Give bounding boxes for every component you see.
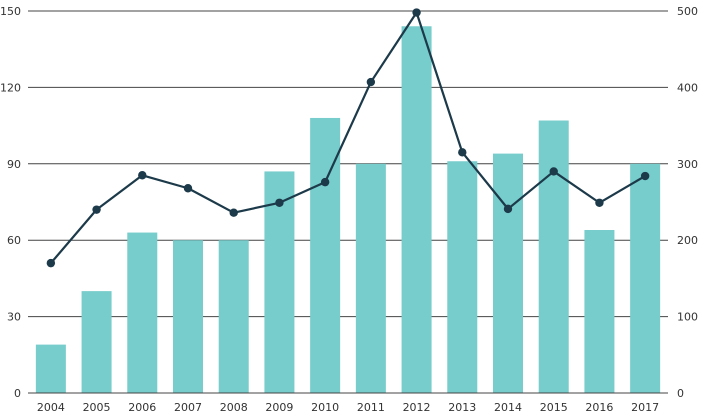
y2-tick-label: 400 (677, 81, 698, 94)
y-tick-label: 90 (7, 158, 21, 171)
y2-tick-label: 0 (677, 387, 684, 400)
line-point (46, 258, 56, 268)
bar (81, 291, 112, 393)
y2-tick-label: 200 (677, 234, 698, 247)
line-point (412, 8, 421, 17)
x-tick-label: 2009 (265, 401, 293, 414)
line-point (503, 204, 513, 214)
line-point (229, 208, 238, 217)
y-tick-label: 60 (7, 234, 21, 247)
bar (447, 161, 478, 393)
line-point (640, 171, 650, 181)
bar (218, 240, 249, 393)
bar (355, 163, 386, 393)
bar (127, 232, 158, 393)
bar (493, 153, 523, 393)
x-tick-label: 2014 (494, 401, 522, 414)
series-line (50, 11, 646, 264)
line-point (595, 198, 604, 207)
x-tick-label: 2015 (540, 401, 568, 414)
line-point (183, 184, 193, 193)
x-tick-label: 2006 (128, 401, 156, 414)
y-tick-label: 150 (0, 5, 21, 18)
bar (630, 163, 661, 393)
line-point (320, 177, 330, 187)
x-tick-label: 2008 (220, 401, 248, 414)
bar (310, 117, 341, 394)
y-tick-label: 0 (14, 387, 21, 400)
x-tick-label: 2017 (631, 401, 659, 414)
x-tick-label: 2013 (448, 401, 476, 414)
x-tick-label: 2012 (403, 401, 431, 414)
bar (173, 240, 203, 393)
line-point (549, 167, 558, 176)
x-tick-label: 2007 (174, 401, 202, 414)
x-tick-label: 2004 (37, 401, 65, 414)
line-point (366, 77, 376, 87)
x-tick-label: 2016 (585, 401, 613, 414)
line-point (458, 148, 467, 157)
x-tick-label: 2010 (311, 401, 339, 414)
line-point (275, 198, 284, 207)
y2-tick-label: 500 (677, 5, 698, 18)
bar (584, 230, 615, 393)
y2-tick-label: 100 (677, 311, 698, 324)
y2-tick-label: 300 (677, 158, 698, 171)
bar (35, 344, 66, 393)
bar (538, 120, 569, 394)
y-tick-label: 30 (7, 311, 21, 324)
line-point (92, 205, 101, 214)
x-tick-label: 2005 (83, 401, 111, 414)
bar (264, 171, 295, 393)
bar (401, 26, 432, 394)
x-tick-label: 2011 (357, 401, 385, 414)
line-point (138, 171, 147, 180)
y-tick-label: 120 (0, 81, 21, 94)
